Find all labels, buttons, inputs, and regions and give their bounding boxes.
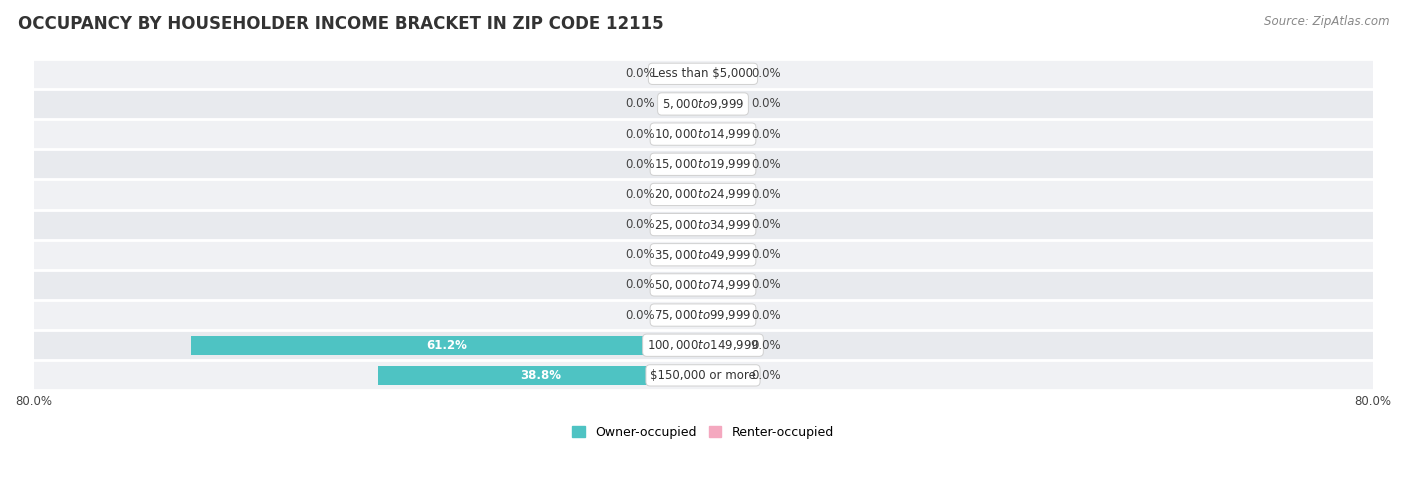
Text: 0.0%: 0.0% [752,309,782,322]
Text: 0.0%: 0.0% [624,158,654,171]
Text: 0.0%: 0.0% [624,98,654,110]
Text: 0.0%: 0.0% [752,248,782,261]
Text: 0.0%: 0.0% [752,339,782,352]
Bar [378,366,703,385]
Bar [703,65,745,83]
Text: 61.2%: 61.2% [426,339,467,352]
Text: $15,000 to $19,999: $15,000 to $19,999 [654,157,752,171]
Text: 0.0%: 0.0% [752,278,782,292]
Text: $35,000 to $49,999: $35,000 to $49,999 [654,248,752,262]
Text: $100,000 to $149,999: $100,000 to $149,999 [647,338,759,352]
Text: 0.0%: 0.0% [752,218,782,231]
Bar [661,215,703,234]
Bar [661,306,703,325]
Bar [703,245,745,264]
Bar [661,155,703,174]
Bar [34,59,1372,89]
Bar [34,179,1372,209]
Bar [191,336,703,355]
Bar [34,119,1372,149]
Bar [661,276,703,294]
Text: 0.0%: 0.0% [624,68,654,80]
Text: 0.0%: 0.0% [752,98,782,110]
Text: $25,000 to $34,999: $25,000 to $34,999 [654,218,752,232]
Text: OCCUPANCY BY HOUSEHOLDER INCOME BRACKET IN ZIP CODE 12115: OCCUPANCY BY HOUSEHOLDER INCOME BRACKET … [18,15,664,33]
Text: $20,000 to $24,999: $20,000 to $24,999 [654,188,752,201]
Bar [703,306,745,325]
Bar [34,270,1372,300]
Text: $150,000 or more: $150,000 or more [650,369,756,382]
Text: 0.0%: 0.0% [624,188,654,201]
Bar [703,155,745,174]
Text: $10,000 to $14,999: $10,000 to $14,999 [654,127,752,141]
Text: 0.0%: 0.0% [624,128,654,140]
Bar [34,209,1372,240]
Text: $50,000 to $74,999: $50,000 to $74,999 [654,278,752,292]
Bar [34,89,1372,119]
Bar [703,125,745,143]
Text: Source: ZipAtlas.com: Source: ZipAtlas.com [1264,15,1389,28]
Text: $5,000 to $9,999: $5,000 to $9,999 [662,97,744,111]
Text: 0.0%: 0.0% [752,68,782,80]
Bar [703,95,745,113]
Bar [661,95,703,113]
Text: 0.0%: 0.0% [752,128,782,140]
Bar [34,360,1372,390]
Bar [703,366,745,385]
Bar [34,240,1372,270]
Bar [34,149,1372,179]
Text: 0.0%: 0.0% [752,369,782,382]
Text: 38.8%: 38.8% [520,369,561,382]
Text: 0.0%: 0.0% [624,278,654,292]
Legend: Owner-occupied, Renter-occupied: Owner-occupied, Renter-occupied [568,421,838,444]
Text: 0.0%: 0.0% [752,188,782,201]
Bar [661,245,703,264]
Bar [703,185,745,204]
Bar [703,336,745,355]
Text: 0.0%: 0.0% [624,218,654,231]
Text: Less than $5,000: Less than $5,000 [652,68,754,80]
Text: 0.0%: 0.0% [624,248,654,261]
Bar [661,65,703,83]
Text: $75,000 to $99,999: $75,000 to $99,999 [654,308,752,322]
Bar [661,125,703,143]
Text: 0.0%: 0.0% [624,309,654,322]
Bar [34,300,1372,330]
Bar [661,185,703,204]
Bar [703,276,745,294]
Bar [703,215,745,234]
Text: 0.0%: 0.0% [752,158,782,171]
Bar [34,330,1372,360]
